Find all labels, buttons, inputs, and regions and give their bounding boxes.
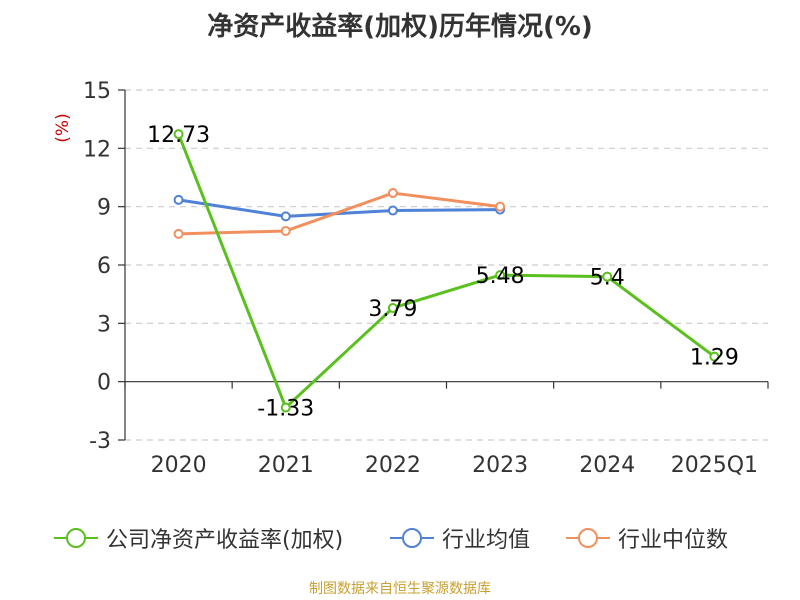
y-tick-label-3: 6 — [97, 254, 111, 279]
legend-swatch-industry-mean — [390, 528, 434, 548]
axes: 15 12 9 6 3 0 -3 2020 2021 2022 2023 2024 2025Q1 (%) — [53, 79, 769, 478]
y-axis-label: (%) — [53, 113, 73, 142]
y-tick-label-2: 9 — [97, 196, 111, 221]
legend-label-company: 公司净资产收益率(加权) — [106, 528, 344, 553]
series-2-point-1 — [280, 225, 291, 236]
data-label-0: 12.73 — [147, 123, 210, 148]
series-2-point-0 — [173, 228, 184, 239]
series-1-point-2 — [387, 205, 398, 216]
series-line-1 — [178, 198, 501, 218]
series-0-point-1 — [280, 402, 291, 413]
data-label-3: 5.48 — [476, 264, 525, 289]
x-tick-label-2: 2022 — [365, 453, 421, 478]
x-tick-label-5: 2025Q1 — [671, 453, 758, 478]
legend-swatch-company — [54, 528, 98, 548]
series-0-point-3 — [495, 270, 506, 281]
legend-swatch-industry-median — [566, 528, 610, 548]
legend-label-industry-median: 行业中位数 — [618, 528, 729, 553]
legend-label-industry-mean: 行业均值 — [442, 528, 531, 553]
series-line-0 — [177, 133, 716, 410]
legend-item-industry-median[interactable]: 行业中位数 — [566, 522, 728, 554]
y-tick-label-5: 0 — [97, 371, 111, 396]
series-lines — [173, 129, 720, 413]
x-tick-label-4: 2024 — [579, 453, 635, 478]
series-1-point-0 — [173, 194, 184, 205]
y-tick-label-0: 15 — [83, 79, 111, 104]
series-0-point-0 — [173, 129, 184, 140]
y-tick-label-1: 12 — [83, 137, 111, 162]
chart-title: 净资产收益率(加权)历年情况(%) — [207, 12, 593, 42]
data-label-4: 5.4 — [590, 266, 625, 291]
x-tick-label-0: 2020 — [151, 453, 207, 478]
data-labels: 12.73 -1.33 3.79 5.48 5.4 1.29 — [147, 123, 739, 421]
series-1-point-1 — [280, 211, 291, 222]
chart-legend: 公司净资产收益率(加权) 行业均值 行业中位数 — [0, 522, 800, 554]
data-label-2: 3.79 — [368, 297, 417, 322]
y-tick-label-6: -3 — [89, 429, 111, 454]
series-0-point-4 — [602, 271, 613, 282]
legend-item-industry-mean[interactable]: 行业均值 — [390, 522, 530, 554]
y-tick-label-4: 3 — [97, 312, 111, 337]
data-label-5: 1.29 — [690, 346, 739, 371]
grid-lines — [125, 89, 768, 441]
series-2-point-2 — [387, 188, 398, 199]
x-tick-label-1: 2021 — [258, 453, 314, 478]
source-note: 制图数据来自恒生聚源数据库 — [309, 581, 491, 597]
series-0-point-5 — [709, 351, 720, 362]
series-2-point-3 — [495, 201, 506, 212]
legend-item-company[interactable]: 公司净资产收益率(加权) — [54, 522, 343, 554]
x-tick-label-3: 2023 — [472, 453, 528, 478]
series-line-2 — [178, 191, 501, 236]
data-label-1: -1.33 — [257, 397, 314, 422]
series-0-point-2 — [387, 302, 398, 313]
